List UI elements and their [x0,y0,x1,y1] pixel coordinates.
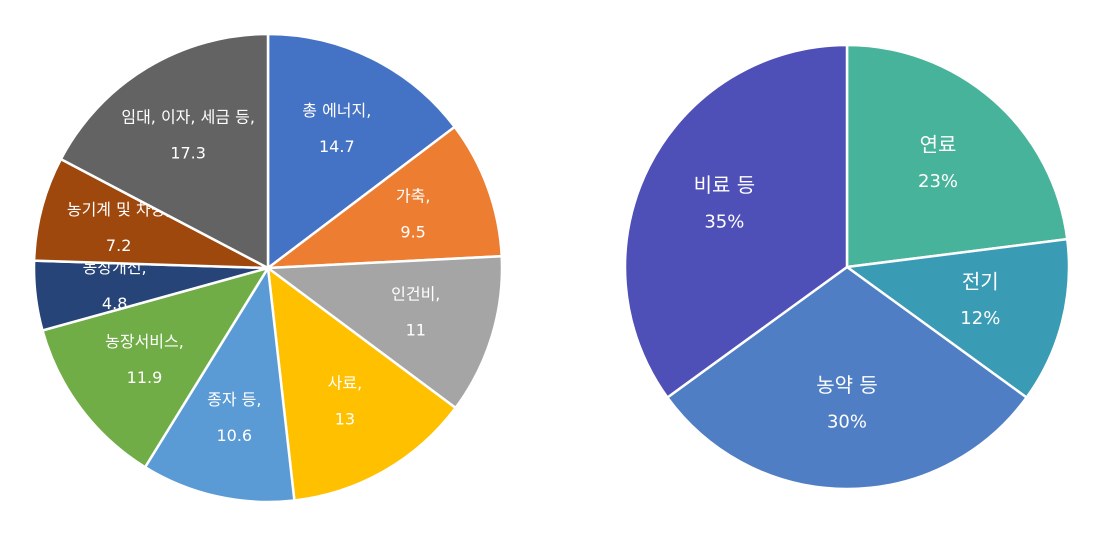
slice-category: 농장서비스, [105,332,184,351]
pie-slice [623,43,849,400]
pie-slice [843,237,1071,400]
slice-value: 4.8 [102,294,127,313]
slice-value: 11.9 [127,368,163,387]
slice-category: 비료 등 [694,173,756,197]
slice-value: 9.5 [400,223,425,242]
pie-slice [40,265,271,469]
slice-value: 13 [335,409,355,428]
pie-slice [665,265,1029,491]
slice-category: 농기계 및 차량, [67,200,171,219]
slice-category: 연료 [920,132,957,156]
slice-value: 11 [406,320,426,339]
slice-category: 총 에너지, [302,101,371,120]
slice-value: 30% [827,412,867,433]
slice-value: 12% [960,308,1000,329]
slice-value: 23% [918,171,958,192]
pie-slice [143,264,296,504]
pie-slice [266,265,458,502]
pie-slice [59,32,270,271]
slice-value: 7.2 [106,236,131,255]
slice-value: 35% [704,212,744,233]
slice-category: 임대, 이자, 세금 등, [121,107,255,126]
slice-category: 전기 [962,270,999,294]
pie-slice [845,43,1069,269]
pie-slice [32,157,269,270]
slice-category: 사료, [328,373,363,392]
pie-slice [266,32,457,271]
pie-slice [264,125,504,270]
slice-value: 17.3 [170,143,206,162]
slice-value: 14.7 [319,137,355,156]
slice-category: 종자 등, [207,390,261,409]
slice-category: 가축, [396,187,431,206]
slice-category: 인건비, [391,284,440,303]
slice-category: 농약 등 [816,373,878,397]
slice-value: 10.6 [216,426,252,445]
pie-slice [264,254,504,410]
